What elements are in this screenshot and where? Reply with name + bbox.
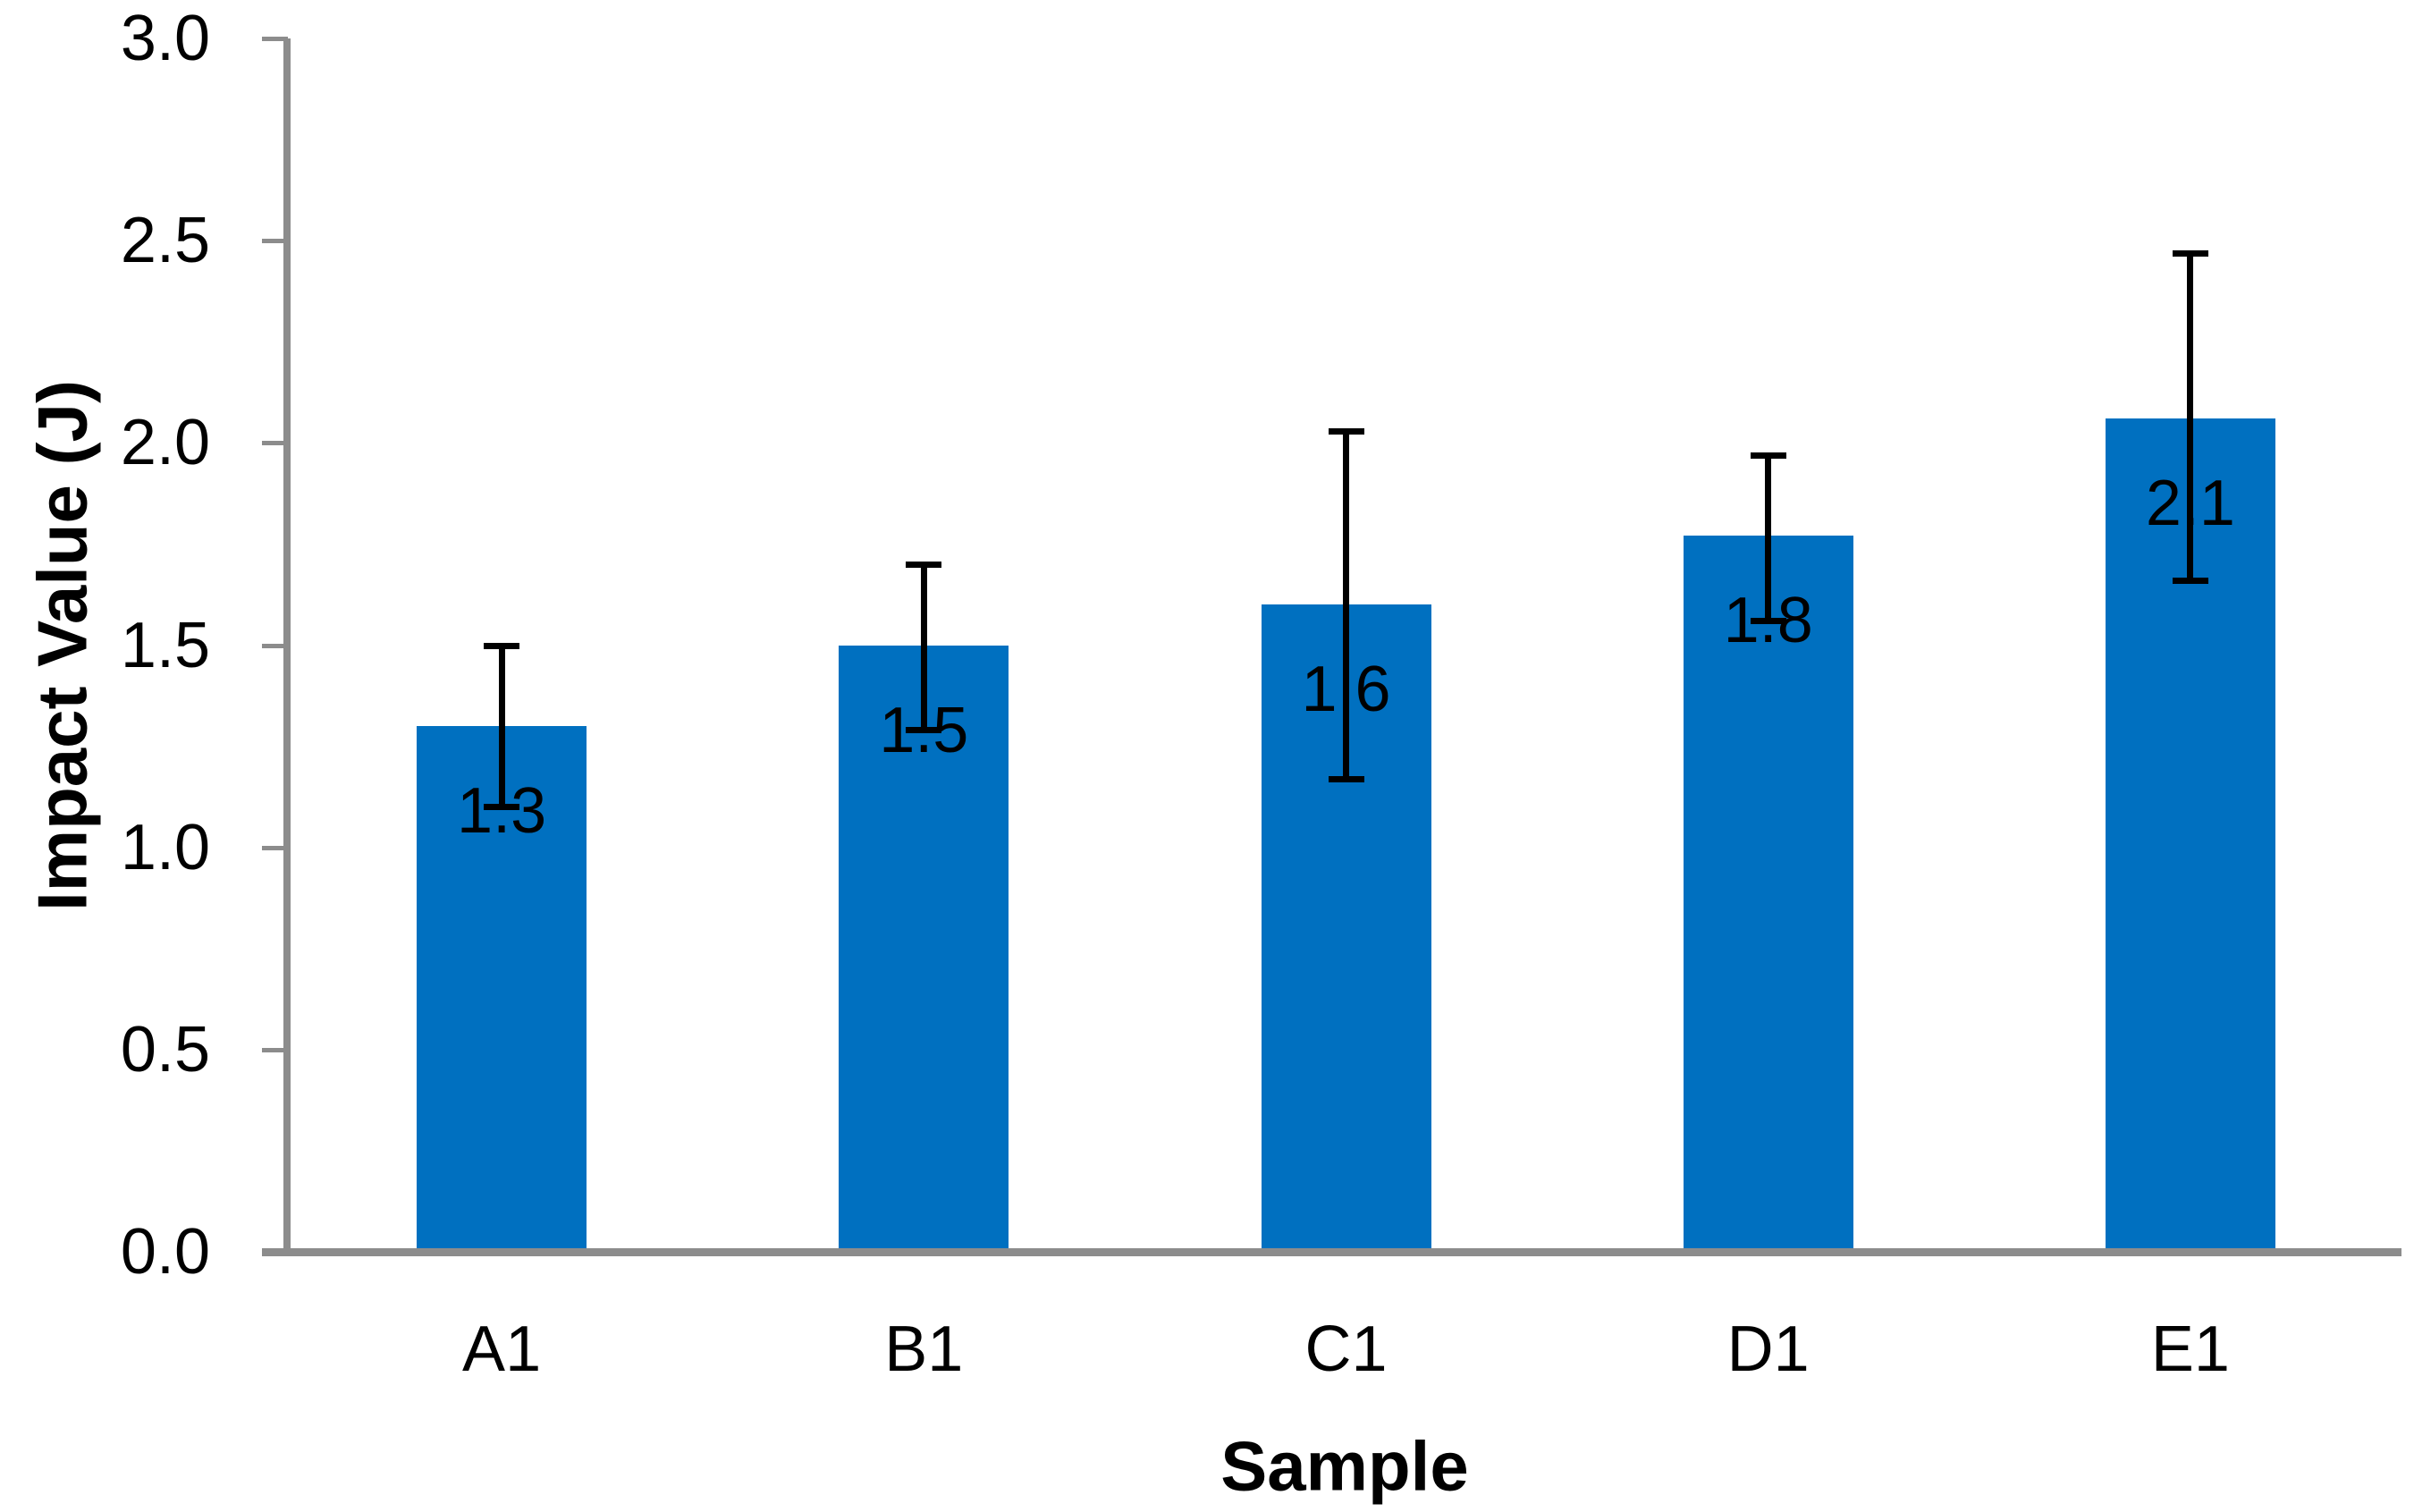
y-tick-mark bbox=[262, 1047, 288, 1052]
y-tick-label: 1.5 bbox=[120, 609, 210, 681]
y-tick-label: 0.0 bbox=[120, 1216, 210, 1288]
bar bbox=[839, 645, 1009, 1252]
error-bar-line bbox=[498, 645, 505, 807]
x-tick-label: D1 bbox=[1726, 1313, 1810, 1385]
y-tick-mark bbox=[262, 1250, 288, 1254]
y-tick-label: 2.5 bbox=[120, 205, 210, 277]
bar-value-label: 1.8 bbox=[1723, 585, 1813, 657]
error-bar-line bbox=[1765, 454, 1772, 621]
bar-value-label: 1.5 bbox=[879, 694, 969, 766]
error-bar-line bbox=[2187, 252, 2194, 581]
error-bar-cap-bottom bbox=[1750, 618, 1786, 625]
error-bar-cap-top bbox=[906, 562, 942, 569]
bar bbox=[1683, 536, 1853, 1252]
y-tick-label: 2.0 bbox=[120, 407, 210, 479]
error-bar-cap-top bbox=[1328, 427, 1364, 435]
y-tick-label: 1.0 bbox=[120, 811, 210, 883]
error-bar-line bbox=[920, 564, 927, 731]
error-bar-cap-top bbox=[484, 642, 520, 649]
y-tick-mark bbox=[262, 441, 288, 446]
bar bbox=[417, 725, 587, 1252]
y-tick-mark bbox=[262, 37, 288, 41]
x-axis-line bbox=[262, 1248, 2401, 1256]
y-tick-mark bbox=[262, 239, 288, 244]
x-tick-label: E1 bbox=[2150, 1313, 2230, 1385]
x-tick-label: A1 bbox=[462, 1313, 542, 1385]
y-tick-label: 3.0 bbox=[120, 3, 210, 74]
error-bar-cap-bottom bbox=[906, 727, 942, 734]
error-bar-cap-top bbox=[1750, 452, 1786, 459]
x-tick-label: C1 bbox=[1304, 1313, 1388, 1385]
error-bar-cap-bottom bbox=[484, 804, 520, 811]
y-tick-mark bbox=[262, 845, 288, 850]
error-bar-line bbox=[1343, 430, 1349, 779]
error-bar-cap-bottom bbox=[1328, 775, 1364, 782]
bar-value-label: 2.1 bbox=[2145, 468, 2235, 540]
y-tick-label: 0.5 bbox=[120, 1013, 210, 1085]
x-axis-title: Sample bbox=[1220, 1426, 1469, 1506]
bar-value-label: 1.3 bbox=[457, 774, 547, 847]
bar-value-label: 1.6 bbox=[1301, 654, 1391, 726]
error-bar-cap-top bbox=[2172, 249, 2208, 257]
x-tick-label: B1 bbox=[884, 1313, 964, 1385]
y-tick-mark bbox=[262, 643, 288, 648]
error-bar-cap-bottom bbox=[2172, 578, 2208, 585]
